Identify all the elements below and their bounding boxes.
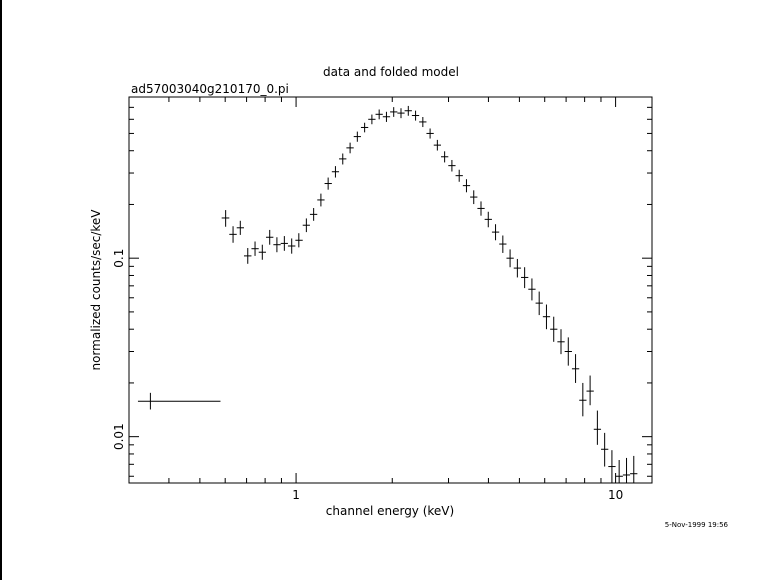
data-point	[411, 110, 420, 121]
x-tick-label: 1	[292, 488, 300, 502]
data-point	[287, 238, 296, 254]
data-point	[339, 153, 347, 165]
data-point	[309, 208, 318, 221]
data-series	[137, 105, 638, 483]
data-point	[506, 249, 514, 268]
x-axis: 1 10	[128, 97, 623, 502]
data-point	[426, 128, 434, 139]
data-point	[295, 233, 303, 248]
chart-subtitle: ad57003040g210170_0.pi	[131, 82, 289, 96]
y-tick-label: 0.01	[112, 423, 126, 450]
data-point	[521, 267, 529, 289]
data-point	[353, 131, 361, 142]
data-point	[324, 177, 332, 190]
data-point	[251, 241, 259, 256]
data-point	[273, 237, 281, 253]
data-point	[477, 201, 485, 216]
data-point	[455, 169, 463, 182]
y-tick-label: 0.1	[112, 249, 126, 268]
data-point	[265, 229, 274, 245]
data-point	[601, 432, 609, 467]
data-point	[630, 455, 638, 483]
data-point	[331, 166, 340, 178]
data-point	[360, 122, 369, 133]
data-point	[593, 410, 602, 445]
data-point	[557, 329, 565, 355]
x-axis-label: channel energy (keV)	[326, 504, 454, 518]
data-point	[236, 220, 244, 235]
data-point	[571, 354, 580, 383]
window-left-border	[0, 0, 2, 580]
data-point	[448, 159, 456, 172]
data-point	[484, 211, 492, 228]
data-point	[615, 459, 623, 483]
data-point	[382, 111, 391, 122]
data-point	[608, 450, 616, 483]
data-point	[441, 151, 449, 163]
data-point	[491, 224, 500, 241]
data-point	[258, 244, 266, 260]
data-point	[564, 337, 572, 366]
data-point	[302, 218, 310, 233]
data-point	[280, 236, 288, 251]
data-point	[462, 179, 471, 193]
data-point	[243, 248, 252, 264]
data-point	[368, 114, 376, 125]
y-axis-label: normalized counts/sec/keV	[89, 209, 103, 371]
data-point	[470, 190, 478, 205]
data-point	[404, 105, 412, 116]
chart-title: data and folded model	[323, 65, 459, 79]
timestamp: 5-Nov-1999 19:56	[665, 521, 729, 529]
data-point	[513, 258, 522, 278]
data-point	[346, 142, 354, 154]
data-point	[229, 226, 237, 243]
data-point	[317, 193, 325, 207]
y-axis: 0.1 0.01	[112, 96, 652, 477]
data-point	[528, 278, 536, 301]
data-point	[397, 108, 405, 119]
data-point	[433, 139, 442, 151]
x-tick-label: 10	[608, 488, 623, 502]
data-point	[419, 117, 427, 128]
data-point	[542, 304, 551, 330]
data-point	[586, 375, 594, 406]
data-point	[375, 109, 383, 120]
data-point	[137, 392, 221, 410]
data-point	[221, 210, 230, 227]
data-point	[622, 457, 631, 483]
data-point	[390, 107, 398, 117]
data-point	[579, 382, 587, 417]
data-point	[535, 291, 543, 316]
plot-frame	[128, 96, 653, 484]
data-point	[499, 235, 507, 253]
data-point	[550, 316, 558, 342]
